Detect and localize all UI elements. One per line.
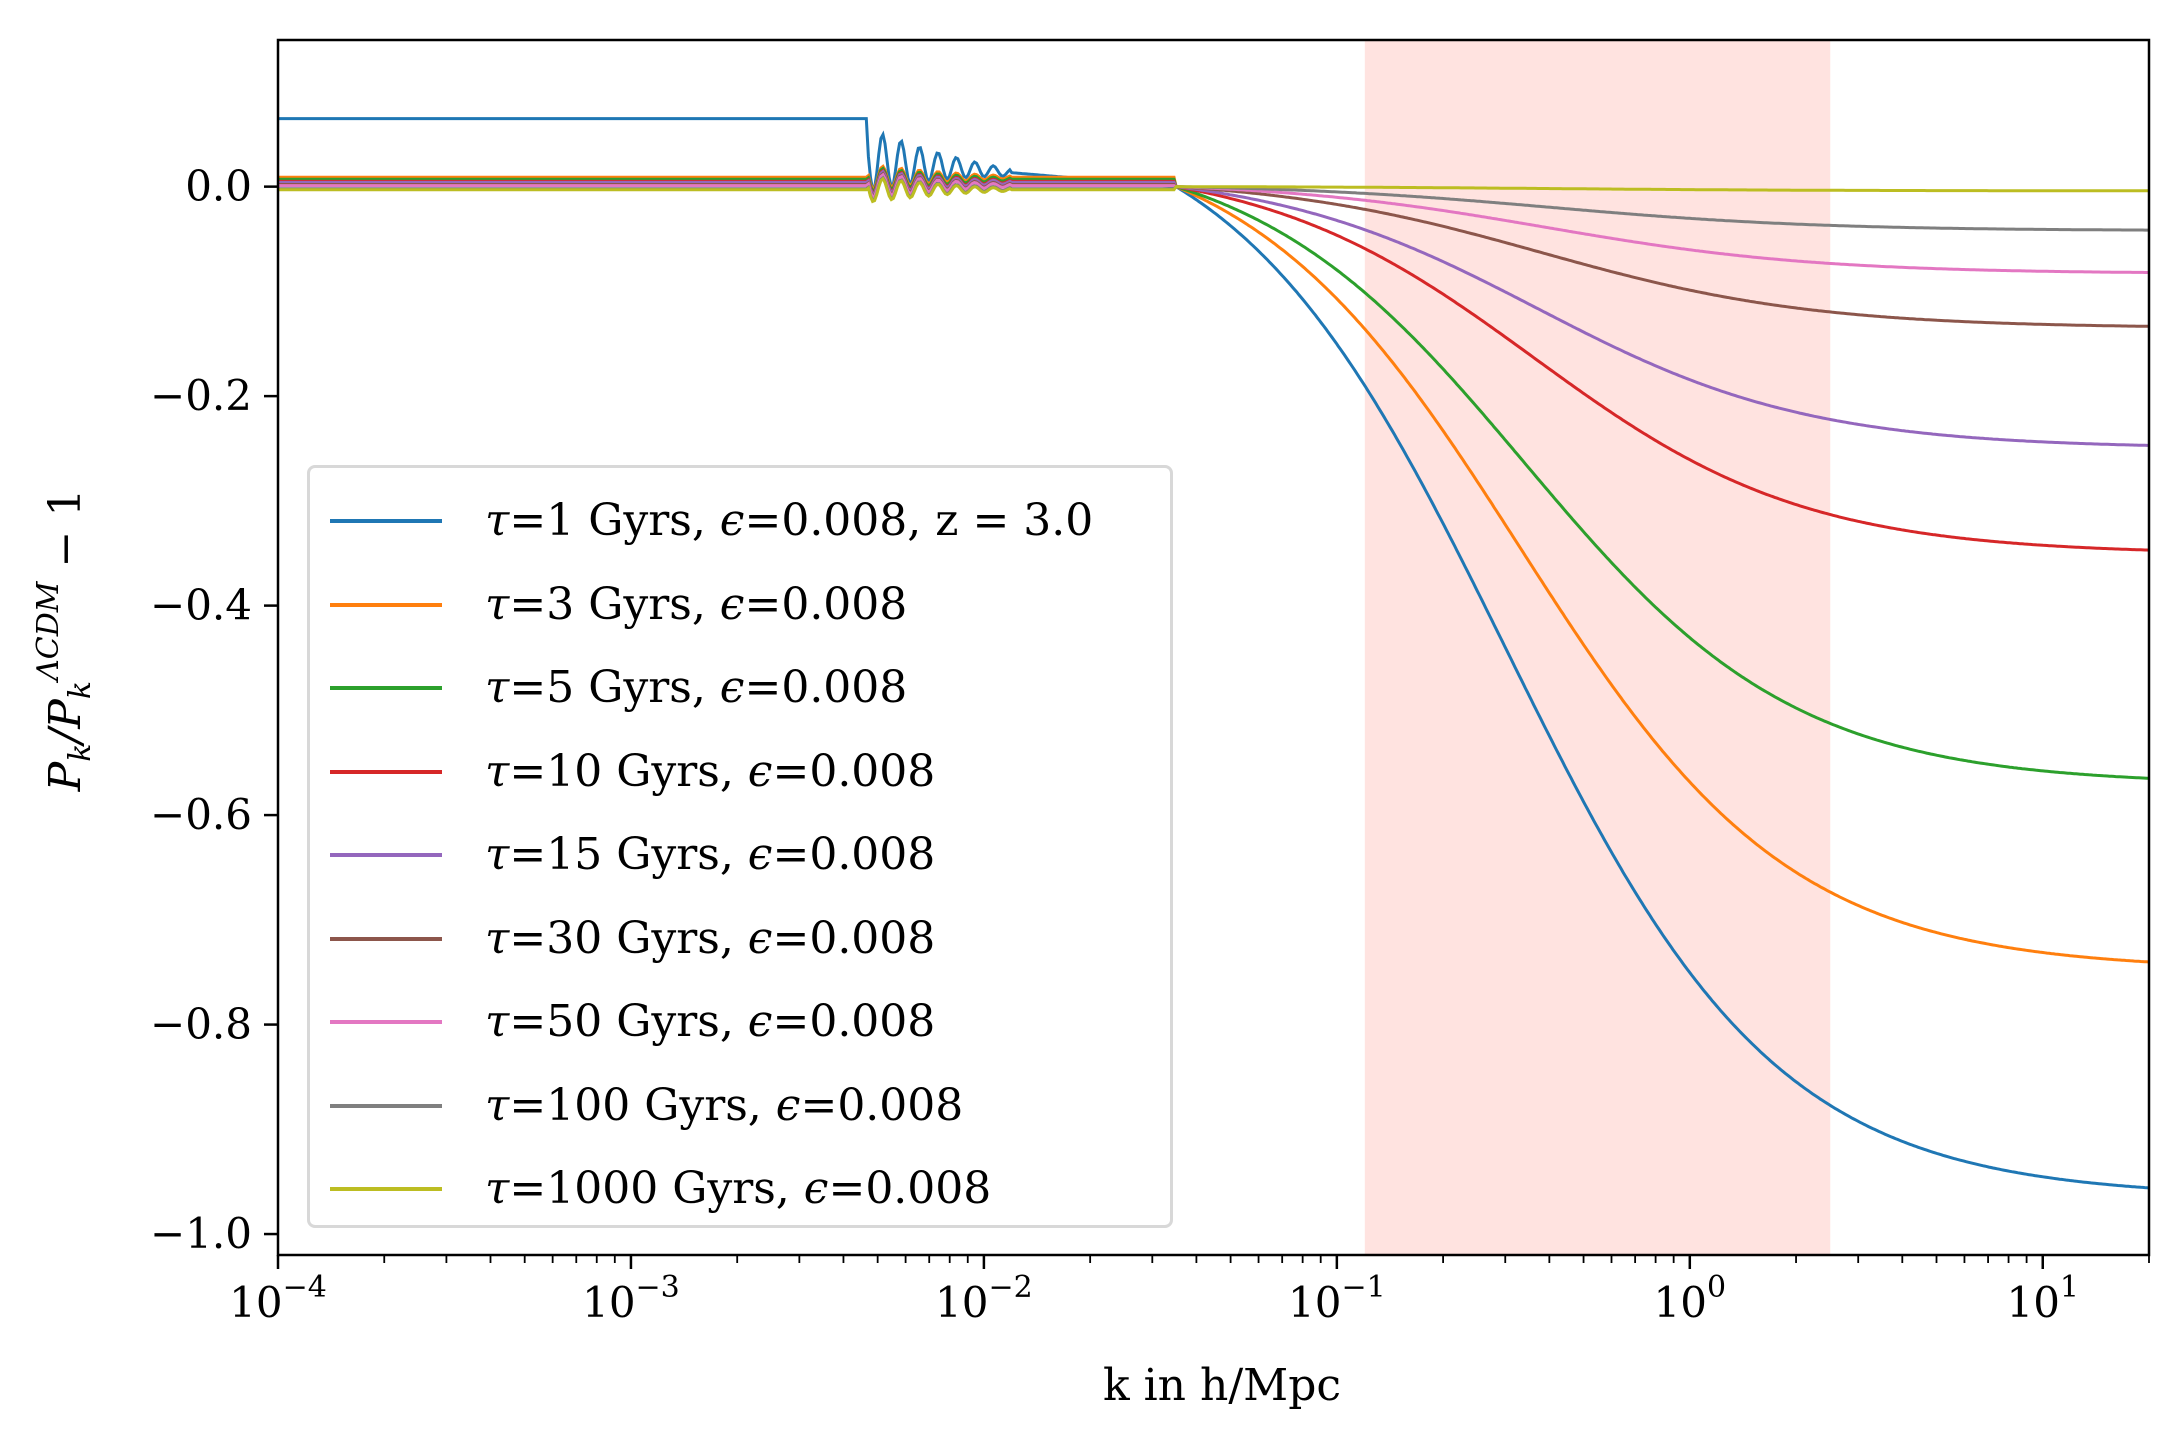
legend-entry: τ=1 Gyrs, ϵ=0.008, z = 3.0 — [310, 492, 1170, 552]
x-tick-label: 10−1 — [1288, 1270, 1386, 1327]
legend-label: τ=50 Gyrs, ϵ=0.008 — [485, 996, 936, 1047]
series-line-tau-5 — [278, 166, 2150, 780]
legend-label: τ=1000 Gyrs, ϵ=0.008 — [485, 1163, 992, 1214]
shaded-region — [1364, 40, 1831, 1255]
x-tick-label: 101 — [2006, 1270, 2079, 1327]
legend-swatch — [330, 1020, 442, 1024]
y-tick-label: −0.4 — [150, 581, 252, 630]
legend-swatch — [330, 1103, 442, 1108]
legend-entry: τ=100 Gyrs, ϵ=0.008 — [310, 1077, 1170, 1137]
legend-swatch — [330, 1187, 442, 1191]
legend-label: τ=3 Gyrs, ϵ=0.008 — [485, 578, 908, 630]
series-line-tau-1 — [278, 117, 2150, 1190]
legend-entry: τ=1000 Gyrs, ϵ=0.008 — [310, 1160, 1170, 1220]
legend-label: τ=10 Gyrs, ϵ=0.008 — [485, 745, 936, 797]
x-axis-label: k in h/Mpc — [1103, 1360, 1341, 1411]
series-line-tau-30 — [278, 171, 2149, 328]
legend-label: τ=15 Gyrs, ϵ=0.008 — [485, 829, 936, 880]
legend-entry: τ=50 Gyrs, ϵ=0.008 — [310, 993, 1170, 1053]
legend-entry: τ=10 Gyrs, ϵ=0.008 — [310, 743, 1170, 803]
plot-frame — [276, 38, 2151, 1257]
x-tick-label: 10−3 — [582, 1270, 680, 1327]
series-line-tau-3 — [278, 164, 2150, 964]
legend-label: τ=5 Gyrs, ϵ=0.008 — [485, 662, 908, 713]
series-line-tau-1000 — [278, 176, 2149, 204]
x-tick-label: 100 — [1654, 1270, 1727, 1327]
y-tick-label: 0.0 — [185, 162, 252, 211]
y-tick-label: −0.6 — [150, 790, 252, 839]
legend-swatch — [330, 853, 442, 857]
legend-swatch — [330, 686, 442, 690]
legend-label: τ=100 Gyrs, ϵ=0.008 — [485, 1079, 964, 1131]
y-tick-label: −0.8 — [150, 1000, 252, 1049]
legend-swatch — [330, 936, 442, 941]
legend-label: τ=1 Gyrs, ϵ=0.008, z = 3.0 — [485, 495, 1094, 546]
legend-entry: τ=15 Gyrs, ϵ=0.008 — [310, 826, 1170, 886]
series-line-tau-15 — [278, 169, 2149, 447]
legend-entry: τ=5 Gyrs, ϵ=0.008 — [310, 659, 1170, 719]
legend-swatch — [330, 519, 442, 523]
x-tick-label: 10−2 — [935, 1270, 1033, 1327]
legend-swatch — [330, 769, 442, 774]
legend-label: τ=30 Gyrs, ϵ=0.008 — [485, 912, 936, 964]
legend: τ=1 Gyrs, ϵ=0.008, z = 3.0 τ=3 Gyrs, ϵ=0.… — [307, 465, 1173, 1228]
legend-entry: τ=3 Gyrs, ϵ=0.008 — [310, 576, 1170, 636]
legend-entry: τ=30 Gyrs, ϵ=0.008 — [310, 910, 1170, 970]
y-tick-label: −0.2 — [150, 371, 252, 420]
y-tick-label: −1.0 — [150, 1209, 252, 1258]
legend-swatch — [330, 602, 442, 607]
y-axis-label: Pk/PkΛCDM − 1 — [31, 489, 98, 793]
x-tick-label: 10−4 — [229, 1270, 327, 1327]
